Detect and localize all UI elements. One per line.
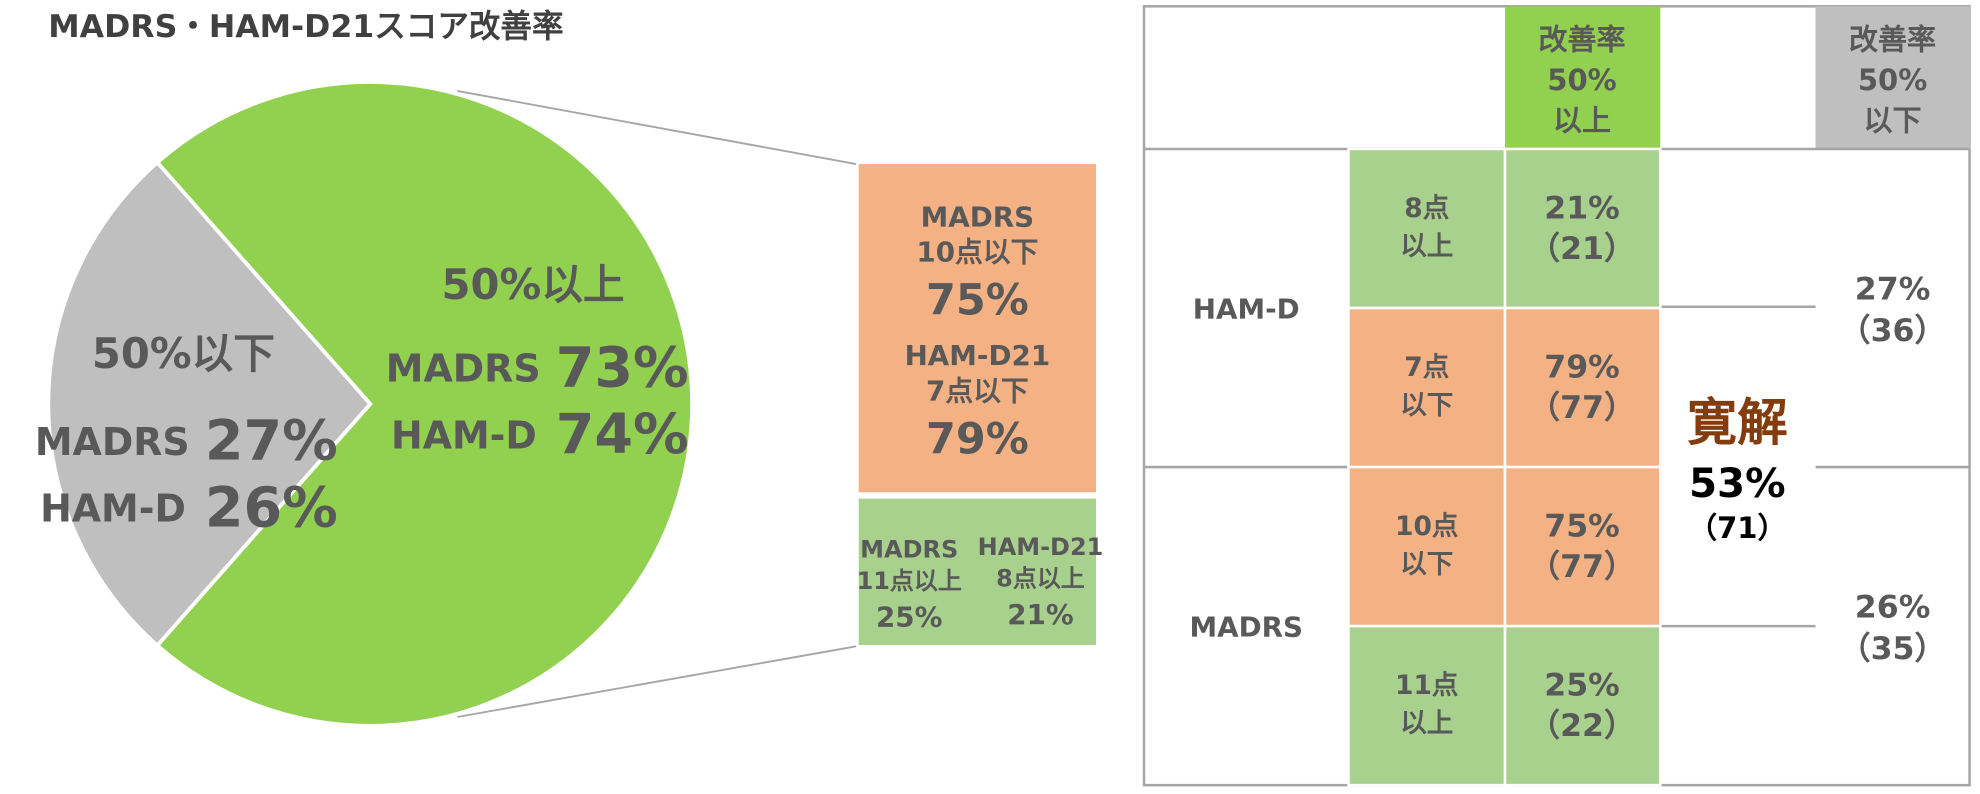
cell (1503, 147, 1662, 310)
label: 8点以上 (996, 564, 1085, 592)
breakdown-box (858, 498, 1097, 646)
label: 改善率 (1849, 23, 1936, 57)
label: 26% (205, 475, 338, 540)
label: 50% (1547, 63, 1616, 97)
label: 以下 (1400, 549, 1453, 580)
label: （36） (1839, 313, 1946, 349)
breakdown-box (858, 164, 1097, 493)
label: 改善率 (1539, 23, 1626, 57)
label: 75% (1544, 509, 1620, 545)
label: HAM-D (1193, 293, 1300, 326)
cell (1347, 306, 1507, 469)
label: 8点 (1404, 193, 1449, 224)
cell (1347, 624, 1507, 787)
label: 73% (556, 335, 689, 400)
cell (1347, 465, 1507, 628)
label: 以上 (1400, 708, 1453, 739)
label: 50%以上 (442, 260, 625, 309)
header-cell (1815, 6, 1971, 149)
label: 21% (1544, 191, 1620, 227)
cell (1503, 624, 1662, 787)
connector (457, 89, 857, 166)
label: （77） (1529, 549, 1636, 585)
pie-slice (154, 80, 694, 728)
label: 10点以下 (916, 236, 1038, 269)
label: 25% (1544, 668, 1620, 704)
label: 11点 (1395, 670, 1458, 701)
label: MADRS (1189, 611, 1303, 644)
label: 75% (926, 275, 1029, 325)
label: MADRS (386, 347, 541, 391)
pie-slice (46, 159, 373, 649)
label: 27% (1855, 271, 1931, 307)
label: 50% (1858, 63, 1927, 97)
label: MADRS (860, 535, 958, 563)
label: 以上 (1553, 103, 1611, 137)
label: （21） (1529, 231, 1636, 267)
label: 74% (556, 402, 689, 467)
label: 53% (1689, 460, 1786, 507)
label: 10点 (1395, 511, 1458, 542)
label: 7点以下 (926, 375, 1029, 408)
label: （77） (1529, 390, 1636, 426)
cell (1503, 306, 1662, 469)
label: MADRS (35, 420, 190, 464)
label: 11点以上 (857, 567, 962, 595)
label: 以下 (1864, 103, 1922, 137)
label: 7点 (1404, 352, 1449, 383)
label: HAM-D (391, 414, 537, 458)
cell (1347, 147, 1507, 310)
label: （35） (1839, 631, 1946, 667)
cell (1503, 465, 1662, 628)
label: （71） (1688, 511, 1786, 545)
label: 26% (1855, 589, 1931, 625)
label: （22） (1529, 708, 1636, 744)
label: 寛解 (1687, 393, 1788, 452)
connector (457, 645, 857, 718)
label: HAM-D (40, 487, 186, 531)
label: MADRS (921, 200, 1035, 233)
header-cell (1505, 6, 1661, 149)
label: HAM-D21 (978, 533, 1104, 561)
label: 50%以下 (92, 329, 275, 378)
label: 27% (205, 408, 338, 473)
label: 以上 (1400, 231, 1453, 262)
title: MADRS・HAM-D21スコア改善率 (48, 9, 563, 45)
label: 25% (876, 601, 942, 634)
label: 79% (926, 414, 1029, 464)
label: HAM-D21 (905, 339, 1051, 372)
label: 以下 (1400, 390, 1453, 421)
label: 21% (1007, 598, 1073, 631)
label: 79% (1544, 350, 1620, 386)
